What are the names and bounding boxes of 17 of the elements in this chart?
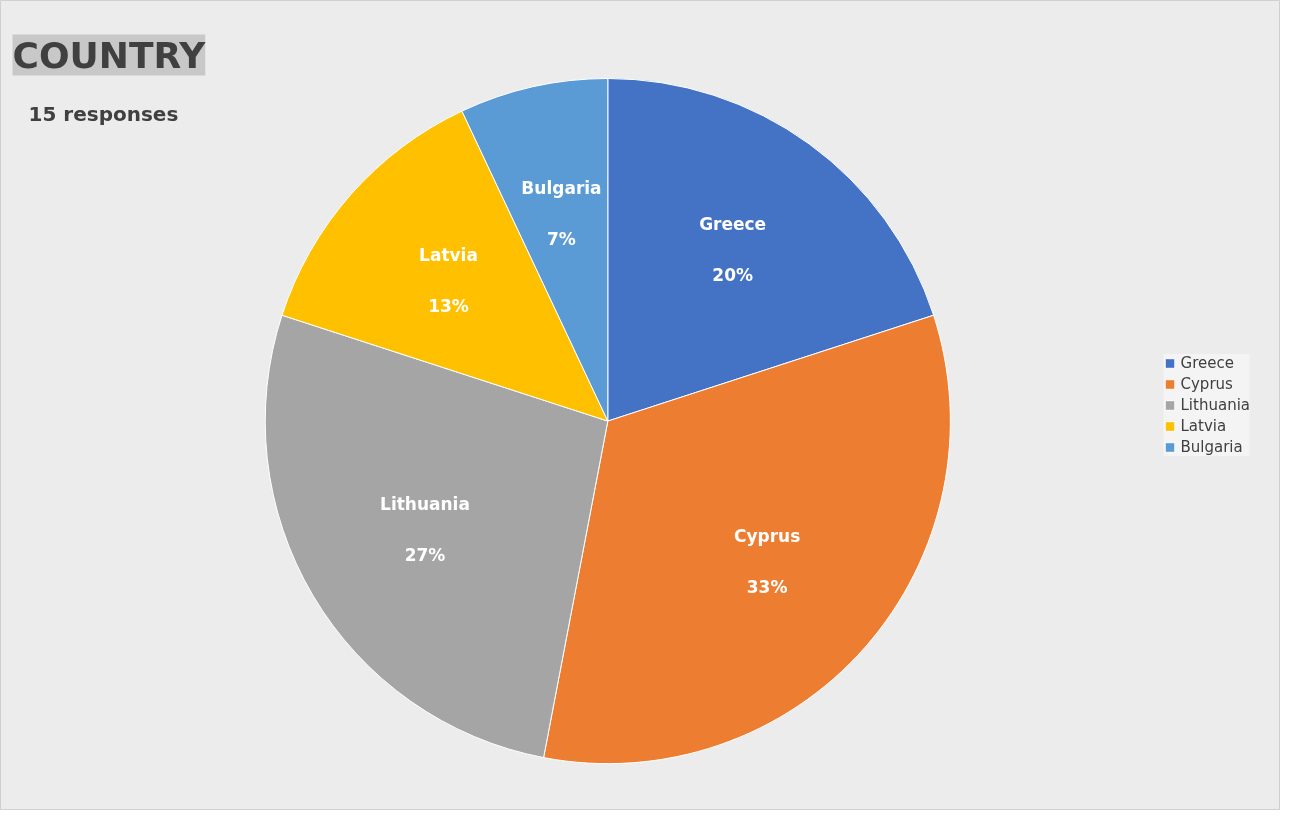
legend-label: Cyprus — [1180, 375, 1233, 393]
legend-label: Bulgaria — [1180, 438, 1243, 456]
slice-label: Cyprus — [733, 526, 801, 547]
legend-label: Lithuania — [1180, 396, 1250, 414]
slice-label: Bulgaria — [521, 178, 602, 199]
data-label: 27% — [404, 544, 446, 565]
text: 15 responses — [28, 101, 179, 126]
data-label: 33% — [746, 577, 788, 598]
data-label: 20% — [712, 264, 753, 285]
chart-title: COUNTRY — [12, 34, 207, 76]
data-label: 7% — [547, 229, 576, 250]
legend-label: Greece — [1180, 354, 1234, 372]
slice-label: Lithuania — [380, 493, 470, 514]
legend-label: Latvia — [1180, 417, 1227, 435]
data-label: 13% — [428, 296, 469, 317]
slice-label: Greece — [699, 213, 767, 234]
slice-label: Latvia — [419, 244, 478, 265]
